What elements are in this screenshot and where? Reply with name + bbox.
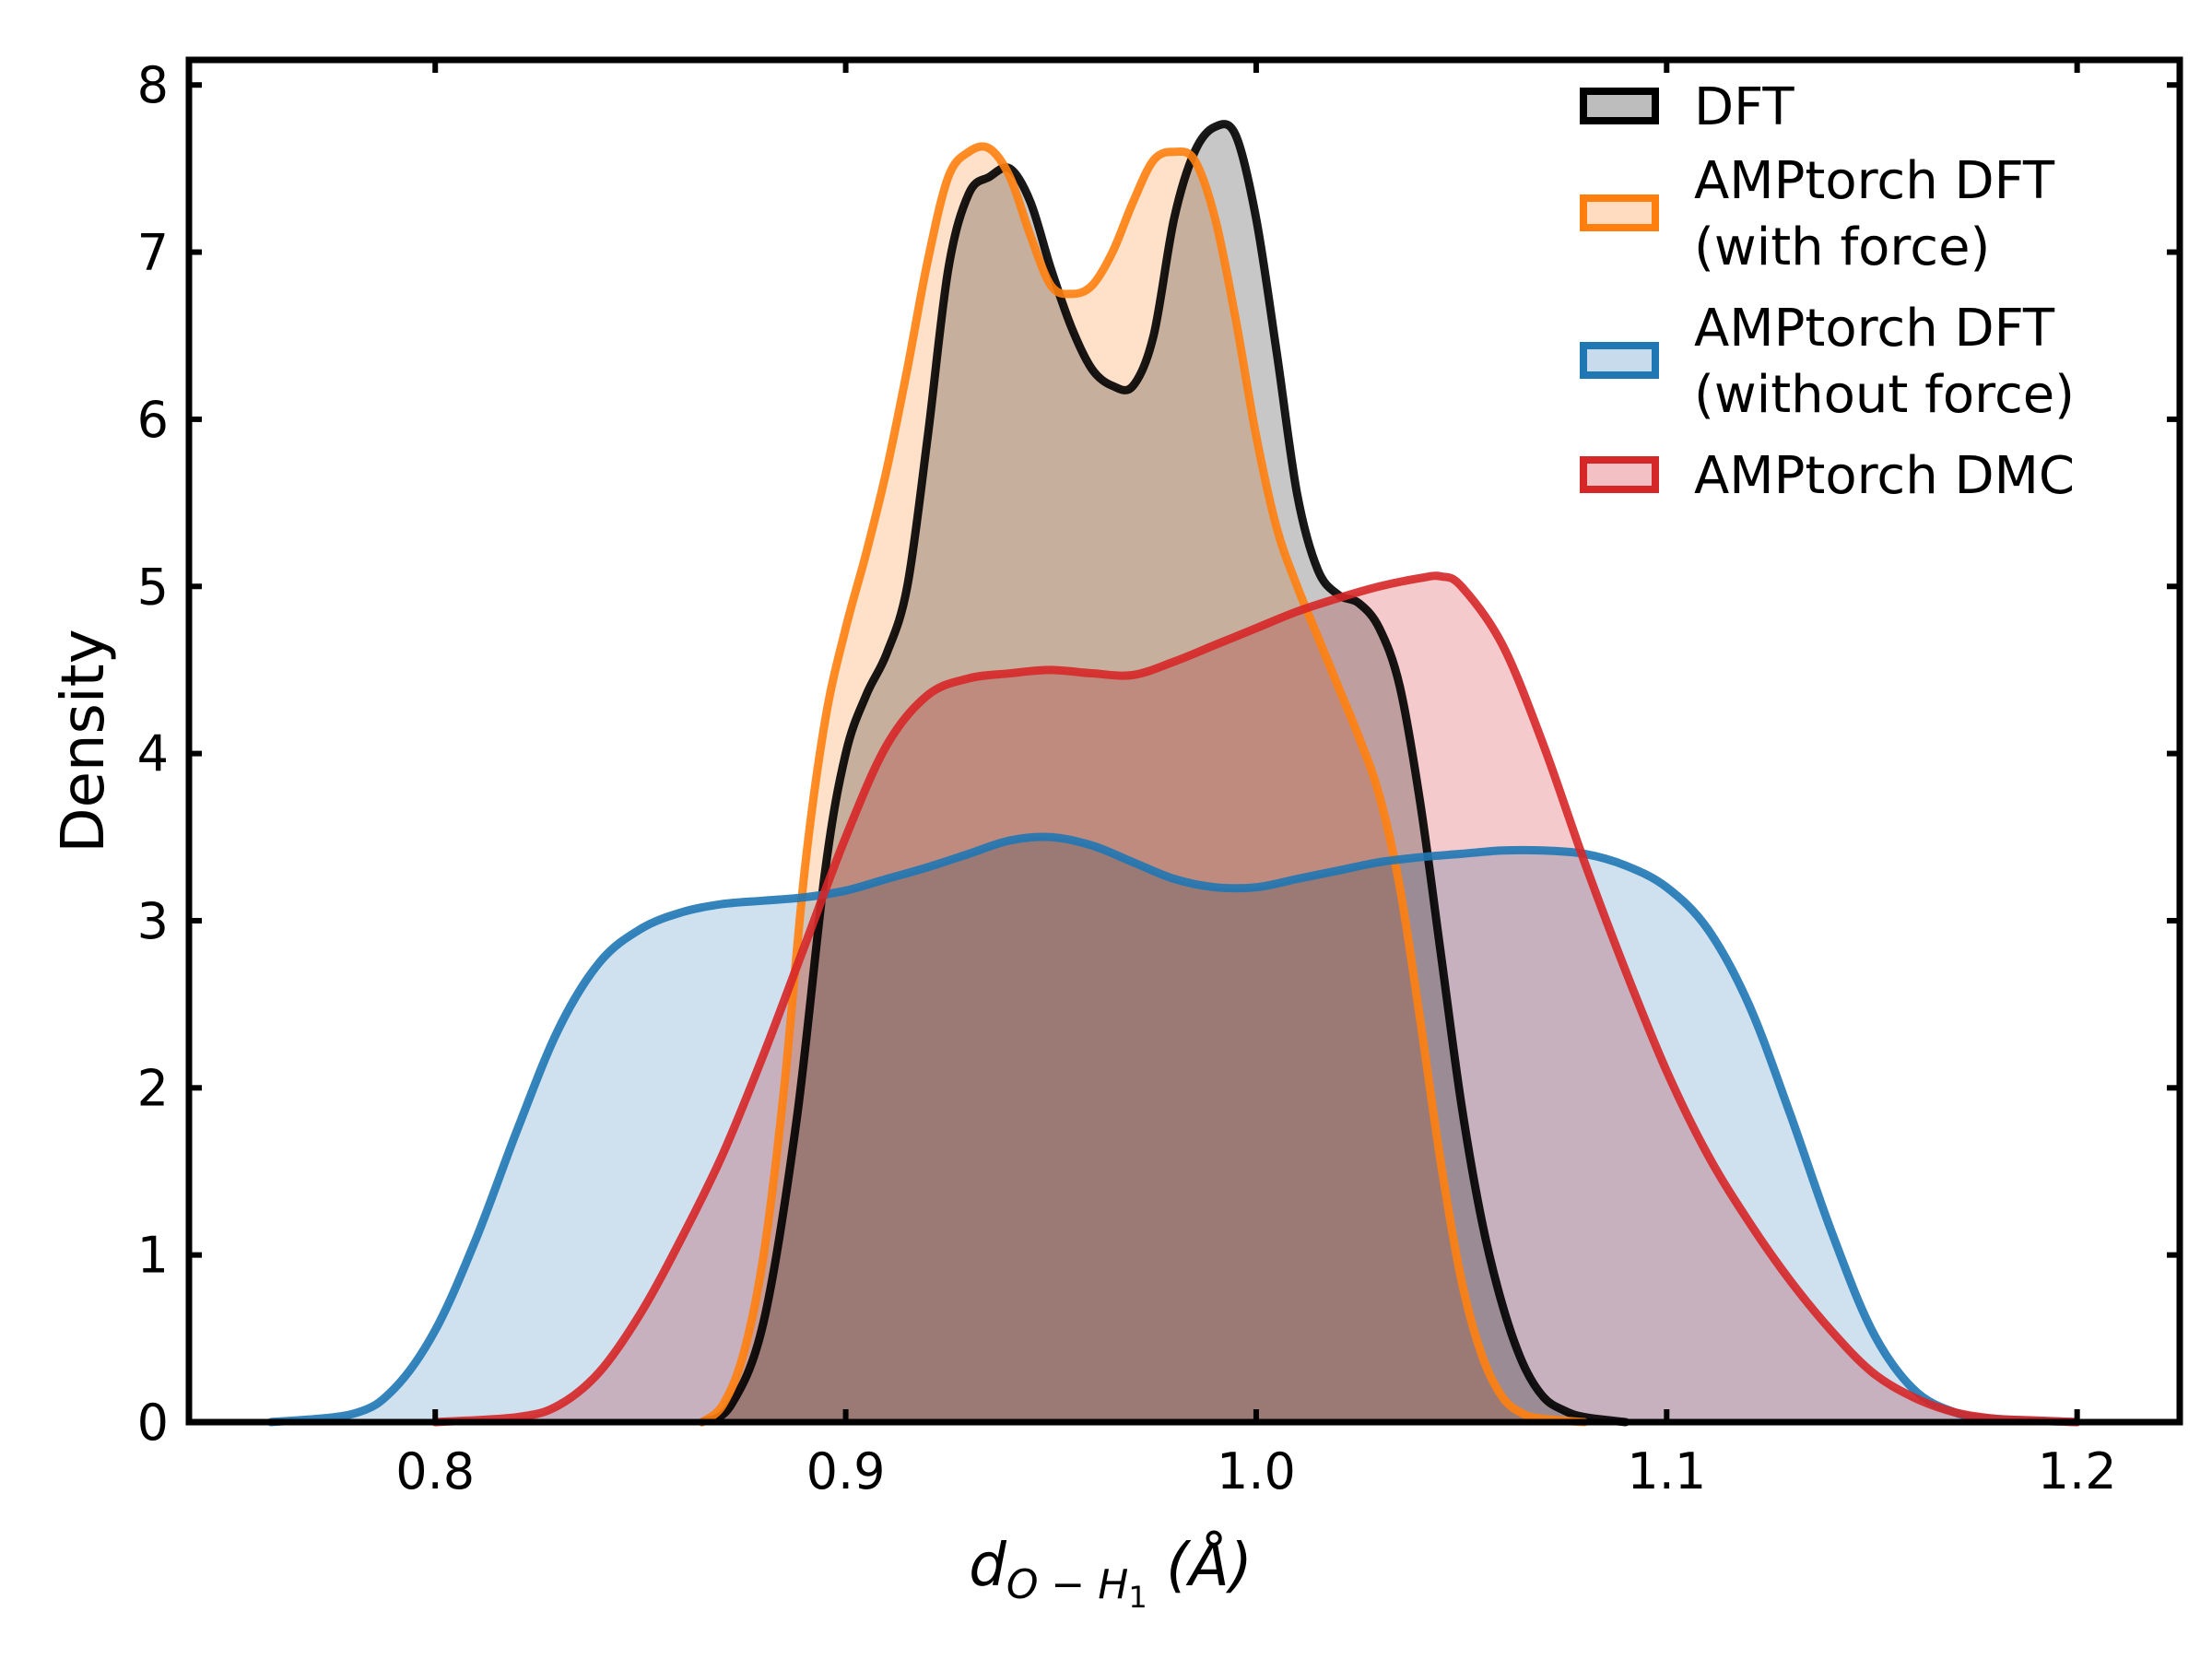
- legend-label-dft: DFT: [1694, 77, 1794, 137]
- series-line-dft: [698, 120, 1630, 1427]
- y-tick-label: 0: [137, 1394, 169, 1452]
- x-tick-label: 0.9: [806, 1442, 886, 1500]
- plot-frame: [185, 56, 2183, 1426]
- y-tick-label: 3: [137, 892, 169, 950]
- x-axis-label-subsub: 1: [1128, 1580, 1147, 1615]
- x-tick-label: 1.1: [1627, 1442, 1706, 1500]
- legend: DFT AMPtorch DFT (with force) AMPtorch DFT(…: [1580, 77, 2075, 506]
- series-layer: [266, 120, 2082, 1427]
- y-tick-label: 1: [137, 1227, 169, 1285]
- ticks-layer: 0.8 0.9 1.0 1.1 1.2 0 1 2 3 4 5 6 7 8: [137, 56, 2180, 1500]
- legend-swatch-amptorch-dft-without-force: [1580, 342, 1659, 379]
- x-tick-label: 1.0: [1217, 1442, 1296, 1500]
- x-axis-label-unit: (Å): [1147, 1530, 1253, 1600]
- x-tick-label: 1.2: [2038, 1442, 2117, 1500]
- y-tick-label: 7: [137, 224, 169, 282]
- x-axis-label-sub: O − H: [1006, 1561, 1129, 1608]
- series-line-amptorch-dmc: [430, 571, 2082, 1427]
- y-tick-label: 5: [137, 558, 169, 616]
- x-axis-label-main: d: [969, 1532, 1006, 1600]
- legend-swatch-dft: [1580, 88, 1659, 124]
- y-tick-label: 4: [137, 725, 169, 783]
- y-tick-label: 6: [137, 391, 169, 449]
- x-axis-label: dO − H1 (Å): [969, 1530, 1253, 1615]
- series-area-amptorch-dmc: [435, 575, 2077, 1422]
- y-axis-label: Density: [50, 629, 118, 853]
- x-tick-label: 0.8: [395, 1442, 475, 1500]
- y-tick-label: 8: [137, 56, 169, 114]
- legend-label-amptorch-dmc: AMPtorch DMC: [1694, 446, 2075, 506]
- legend-swatch-amptorch-dft-with-force: [1580, 194, 1659, 231]
- legend-swatch-amptorch-dmc: [1580, 456, 1659, 493]
- series-line-amptorch-dft-with-force: [698, 142, 1589, 1427]
- series-line-amptorch-dft-without-force: [266, 832, 2082, 1427]
- legend-label-amptorch-dft-with-force: AMPtorch DFT (with force): [1694, 151, 2055, 277]
- legend-label-amptorch-dft-without-force: AMPtorch DFT (without force): [1694, 299, 2075, 425]
- y-tick-label: 2: [137, 1059, 169, 1117]
